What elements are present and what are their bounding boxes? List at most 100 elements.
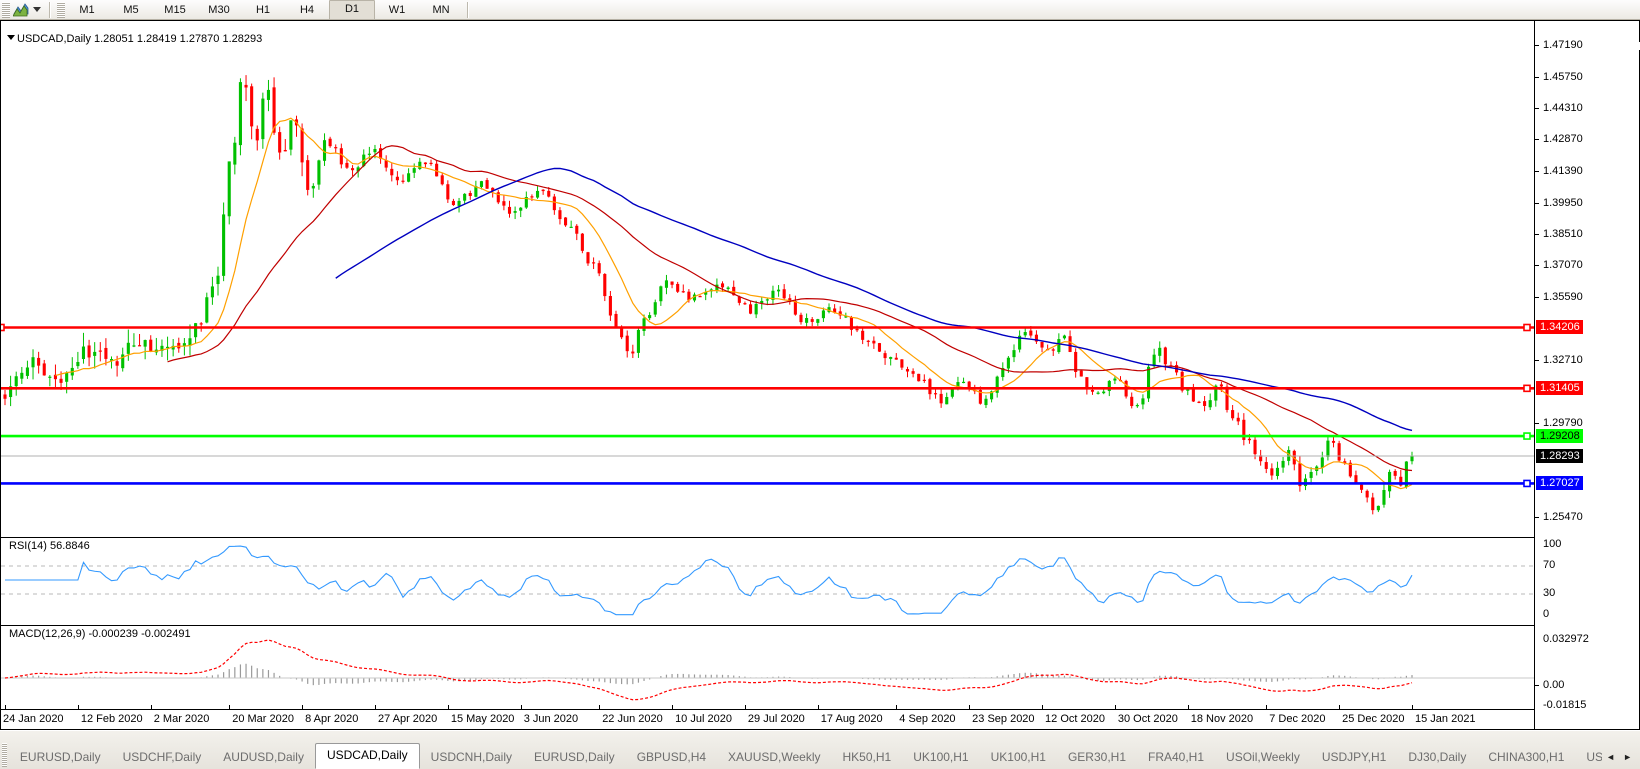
- tab-scroll-controls[interactable]: ◄ ►: [1602, 745, 1640, 769]
- date-tick: [302, 705, 304, 710]
- timeframe-h1[interactable]: H1: [255, 3, 271, 16]
- price-badge-resistance[interactable]: 1.31405: [1536, 381, 1583, 396]
- chart-tab-bar[interactable]: EURUSD,Daily USDCHF,Daily AUDUSD,Daily USDC…: [0, 731, 1640, 769]
- chart-tab-gbpusd-h4[interactable]: GBPUSD,H4: [636, 750, 707, 764]
- date-tick: [77, 705, 79, 710]
- date-label: 17 Aug 2020: [820, 713, 883, 725]
- date-tick: [744, 705, 746, 710]
- ma-slow-line: [335, 167, 1413, 432]
- chart-window[interactable]: 1.47190 1.45750 1.44310 1.42870 1.41390 1.399…: [0, 20, 1640, 730]
- chart-tab-usdcad-daily[interactable]: USDCAD,Daily: [314, 743, 420, 769]
- price-label: 1.29790: [1543, 417, 1583, 430]
- charts-icon[interactable]: [10, 1, 32, 19]
- rsi-label: RSI(14) 56.8846: [9, 540, 90, 552]
- chart-tab-dj30-daily[interactable]: DJ30,Daily: [1408, 750, 1467, 764]
- toolbar: M1 M5 M15 M30 H1 H4 D1 W1 MN: [0, 0, 1640, 20]
- timeframe-m5[interactable]: M5: [123, 3, 139, 16]
- tab-scroll-right-icon[interactable]: ►: [1623, 752, 1632, 762]
- chart-tab-us[interactable]: US: [1586, 750, 1603, 764]
- price-label: 1.41390: [1543, 165, 1583, 178]
- chart-tab-usdjpy-h1[interactable]: USDJPY,H1: [1321, 750, 1387, 764]
- rsi-line: [5, 545, 1413, 616]
- macd-signal-line: [4, 639, 1413, 701]
- tab-scroll-left-icon[interactable]: ◄: [1606, 752, 1616, 762]
- price-tick: [1535, 45, 1539, 47]
- date-label: 2 Mar 2020: [153, 713, 210, 725]
- tabbar-grip[interactable]: [2, 743, 7, 767]
- date-label: 29 Jul 2020: [747, 713, 805, 725]
- chart-tab-fra40-h1[interactable]: FRA40,H1: [1148, 750, 1205, 764]
- price-scale[interactable]: 1.47190 1.45750 1.44310 1.42870 1.41390 1.399…: [1534, 21, 1639, 729]
- date-tick: [817, 705, 819, 710]
- date-label: 4 Sep 2020: [899, 713, 956, 725]
- rsi-canvas[interactable]: [1, 538, 1534, 623]
- price-pane[interactable]: USDCAD,Daily 1.28051 1.28419 1.27870 1.2…: [1, 30, 1534, 534]
- price-tick: [1535, 265, 1539, 267]
- chart-tab-usoil-weekly[interactable]: USOil,Weekly: [1226, 750, 1300, 764]
- macd-pane[interactable]: MACD(12,26,9) -0.000239 -0.002491: [1, 625, 1534, 710]
- rsi-scale-label: 30: [1543, 587, 1556, 599]
- date-label: 23 Sep 2020: [972, 713, 1035, 725]
- timeframe-group: M1 M5 M15 M30 H1 H4 D1 W1 MN: [65, 0, 463, 20]
- macd-zero-tick: [1535, 685, 1539, 686]
- price-label: 1.47190: [1543, 39, 1583, 52]
- chart-tab-eurusd-daily[interactable]: EURUSD,Daily: [19, 750, 101, 764]
- timeframe-mn[interactable]: MN: [432, 3, 450, 16]
- price-badge-support-blue[interactable]: 1.27027: [1536, 476, 1583, 491]
- timeframe-d1[interactable]: D1: [329, 0, 375, 20]
- candlestick-series: [3, 75, 1414, 515]
- level-handle[interactable]: [1523, 432, 1531, 440]
- chart-tab-uk100-h1[interactable]: UK100,H1: [913, 750, 969, 764]
- timeframe-h4[interactable]: H4: [299, 3, 315, 16]
- date-tick: [150, 705, 152, 710]
- price-tick: [1535, 233, 1539, 235]
- price-tick: [1535, 171, 1539, 173]
- date-tick: [672, 705, 674, 710]
- timeframe-grip[interactable]: [57, 1, 65, 18]
- level-handle[interactable]: [1, 323, 5, 332]
- date-tick: [1412, 705, 1413, 710]
- chart-tab-hk50-h1[interactable]: HK50,H1: [842, 750, 892, 764]
- rsi-scale-label: 0: [1543, 608, 1550, 620]
- price-label: 1.25470: [1543, 511, 1583, 524]
- chart-tab-xauusd-weekly[interactable]: XAUUSD,Weekly: [728, 750, 821, 764]
- timeframe-m30[interactable]: M30: [208, 3, 230, 16]
- timeframe-w1[interactable]: W1: [388, 3, 406, 16]
- chart-tab-usdcnh-daily[interactable]: USDCNH,Daily: [430, 750, 512, 764]
- chart-tab-eurusd-daily[interactable]: EURUSD,Daily: [534, 750, 615, 764]
- date-label: 8 Apr 2020: [305, 713, 359, 725]
- chart-tab-uk100-h1[interactable]: UK100,H1: [990, 750, 1046, 764]
- date-tick: [520, 705, 522, 710]
- date-tick: [1339, 705, 1341, 710]
- timeframe-m15[interactable]: M15: [164, 3, 186, 16]
- price-label: 1.35590: [1543, 291, 1583, 304]
- level-handle[interactable]: [1523, 479, 1531, 488]
- macd-canvas[interactable]: [1, 626, 1534, 710]
- date-tick: [374, 705, 376, 710]
- level-handle[interactable]: [1523, 384, 1531, 393]
- date-tick: [229, 705, 231, 710]
- dropdown-arrow-icon[interactable]: [33, 7, 41, 12]
- chart-tab-audusd-daily[interactable]: AUDUSD,Daily: [223, 750, 304, 764]
- price-chart-canvas[interactable]: [1, 30, 1534, 534]
- date-tick: [599, 705, 601, 710]
- price-label: 1.42870: [1543, 133, 1583, 146]
- macd-scale-label: 0.032972: [1543, 633, 1589, 645]
- chart-tab-usdchf-daily[interactable]: USDCHF,Daily: [122, 750, 202, 764]
- toolbar-separator: [49, 1, 51, 18]
- price-tick: [1535, 76, 1539, 78]
- price-badge-support-green[interactable]: 1.29208: [1536, 429, 1583, 444]
- level-handle[interactable]: [1523, 323, 1531, 332]
- chart-tab-ger30-h1[interactable]: GER30,H1: [1067, 750, 1126, 764]
- rsi-pane[interactable]: RSI(14) 56.8846: [1, 537, 1534, 623]
- price-badge-current-price[interactable]: 1.28293: [1536, 448, 1583, 463]
- timeframe-m1[interactable]: M1: [79, 3, 95, 16]
- price-badge-resistance[interactable]: 1.34206: [1536, 320, 1583, 335]
- toolbar-grip[interactable]: [2, 1, 10, 18]
- date-label: 15 Jan 2021: [1415, 713, 1476, 725]
- date-axis[interactable]: 24 Jan 2020 12 Feb 2020 2 Mar 2020 20 Mar 2…: [1, 705, 1534, 729]
- chart-collapse-arrow-icon[interactable]: [7, 35, 15, 40]
- chart-tab-china300-h1[interactable]: CHINA300,H1: [1488, 750, 1565, 764]
- date-label: 3 Jun 2020: [523, 713, 579, 725]
- price-tick: [1535, 297, 1539, 299]
